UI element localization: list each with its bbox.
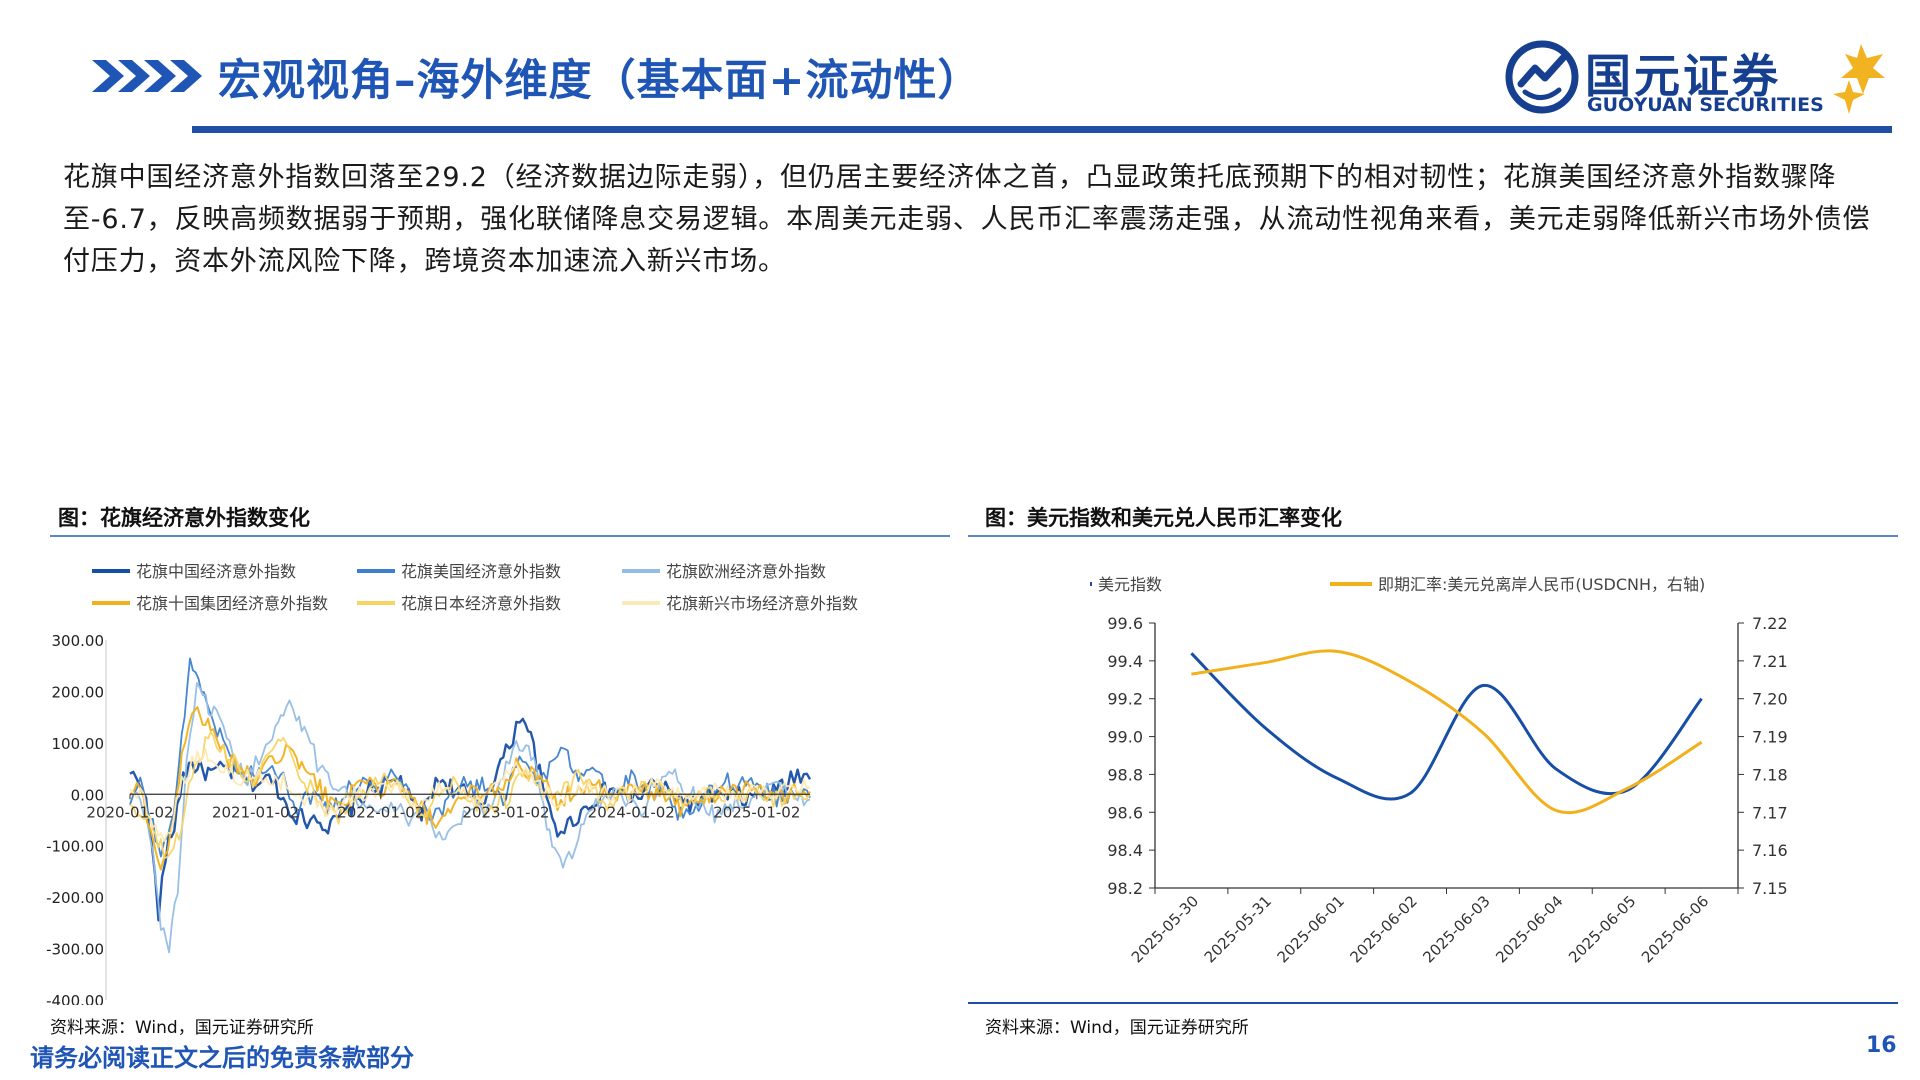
right-tick-label: 7.21 [1752, 652, 1788, 671]
x-tick-label: 2025-06-04 [1492, 892, 1566, 966]
disclaimer-note: 请务必阅读正文之后的免责条款部分 [30, 1044, 414, 1072]
left-tick-label: 98.2 [1107, 879, 1143, 898]
right-tick-label: 7.20 [1752, 690, 1788, 709]
guoyuan-emblem-icon [1505, 40, 1579, 114]
x-tick-label: 2025-06-03 [1419, 892, 1493, 966]
left-tick-label: 99.6 [1107, 614, 1143, 633]
x-tick-label: 2022-01-02 [337, 803, 424, 821]
right-tick-label: 7.22 [1752, 614, 1788, 633]
x-tick-label: 2025-06-06 [1638, 892, 1712, 966]
y-tick-label: 0.00 [71, 786, 104, 804]
legend-label: 美元指数 [1098, 575, 1162, 594]
citi-surprise-index-chart: 300.00 200.00 100.00 0.00 -100.00 -200.00 -300… [46, 562, 858, 1005]
chart1-caption: 图：花旗经济意外指数变化 [58, 506, 310, 530]
chart1-caption-divider [50, 535, 950, 537]
logo-english-name: GUOYUAN SECURITIES [1587, 94, 1824, 116]
series-line [1191, 649, 1703, 815]
chevrons-icon [92, 60, 202, 92]
gold-star-icon [1833, 44, 1885, 114]
x-tick-label: 2025-06-05 [1565, 892, 1639, 966]
x-tick-label: 2020-01-02 [86, 803, 173, 821]
right-tick-label: 7.18 [1752, 765, 1788, 784]
x-tick-label: 2021-01-02 [212, 803, 299, 821]
legend-label: 即期汇率:美元兑离岸人民币(USDCNH，右轴) [1378, 575, 1705, 594]
right-tick-label: 7.15 [1752, 879, 1788, 898]
x-tick-label: 2025-05-30 [1128, 892, 1202, 966]
legend-label: 花旗十国集团经济意外指数 [136, 594, 328, 613]
legend-label: 花旗美国经济意外指数 [401, 562, 561, 581]
x-tick-label: 2025-06-02 [1347, 892, 1421, 966]
x-tick-label: 2024-01-02 [588, 803, 675, 821]
x-tick-label: 2025-05-31 [1201, 892, 1275, 966]
right-tick-label: 7.17 [1752, 803, 1788, 822]
series-line [129, 706, 811, 871]
y-tick-label: 100.00 [52, 735, 105, 753]
right-tick-label: 7.16 [1752, 841, 1788, 860]
y-tick-label: -400.00 [46, 992, 104, 1005]
legend-label: 花旗中国经济意外指数 [136, 562, 296, 581]
left-tick-label: 99.2 [1107, 690, 1143, 709]
y-tick-label: -100.00 [46, 838, 104, 856]
logo-chinese-name: 国元证券 [1585, 49, 1781, 103]
dxy-usdcnh-chart: 99.6 99.4 99.2 99.0 98.8 98.6 98.4 98.2 7.22 7.21… [1090, 575, 1788, 966]
chart2-source: 资料来源：Wind，国元证券研究所 [985, 1018, 1249, 1038]
chart1-source: 资料来源：Wind，国元证券研究所 [50, 1018, 314, 1038]
left-tick-label: 99.4 [1107, 652, 1143, 671]
left-tick-label: 98.6 [1107, 803, 1143, 822]
right-tick-label: 7.19 [1752, 728, 1788, 747]
left-tick-label: 98.4 [1107, 841, 1143, 860]
chart2-caption-divider [968, 535, 1898, 537]
header-divider [192, 126, 1892, 133]
y-tick-label: 300.00 [52, 632, 105, 650]
summary-paragraph: 花旗中国经济意外指数回落至29.2（经济数据边际走弱），但仍居主要经济体之首，凸… [63, 162, 1871, 277]
legend-label: 花旗新兴市场经济意外指数 [666, 594, 858, 613]
left-tick-label: 99.0 [1107, 728, 1143, 747]
company-logo: 国元证券 GUOYUAN SECURITIES [1505, 40, 1890, 120]
x-tick-label: 2025-06-01 [1274, 892, 1348, 966]
left-tick-label: 98.8 [1107, 765, 1143, 784]
x-tick-label: 2023-01-02 [462, 803, 549, 821]
y-tick-label: -200.00 [46, 889, 104, 907]
legend-label: 花旗日本经济意外指数 [401, 594, 561, 613]
y-tick-label: 200.00 [52, 683, 105, 701]
chart2-caption: 图：美元指数和美元兑人民币汇率变化 [985, 506, 1342, 530]
page-number: 16 [1866, 1033, 1897, 1058]
page-title: 宏观视角–海外维度（基本面+流动性） [218, 56, 982, 106]
chart2-bottom-divider [968, 1002, 1898, 1004]
header: 宏观视角–海外维度（基本面+流动性） 国元证券 GUOYUAN SECURITI… [0, 0, 1920, 140]
y-tick-label: -300.00 [46, 941, 104, 959]
x-tick-label: 2025-01-02 [713, 803, 800, 821]
series-line [1190, 652, 1703, 801]
legend-label: 花旗欧洲经济意外指数 [666, 562, 826, 581]
